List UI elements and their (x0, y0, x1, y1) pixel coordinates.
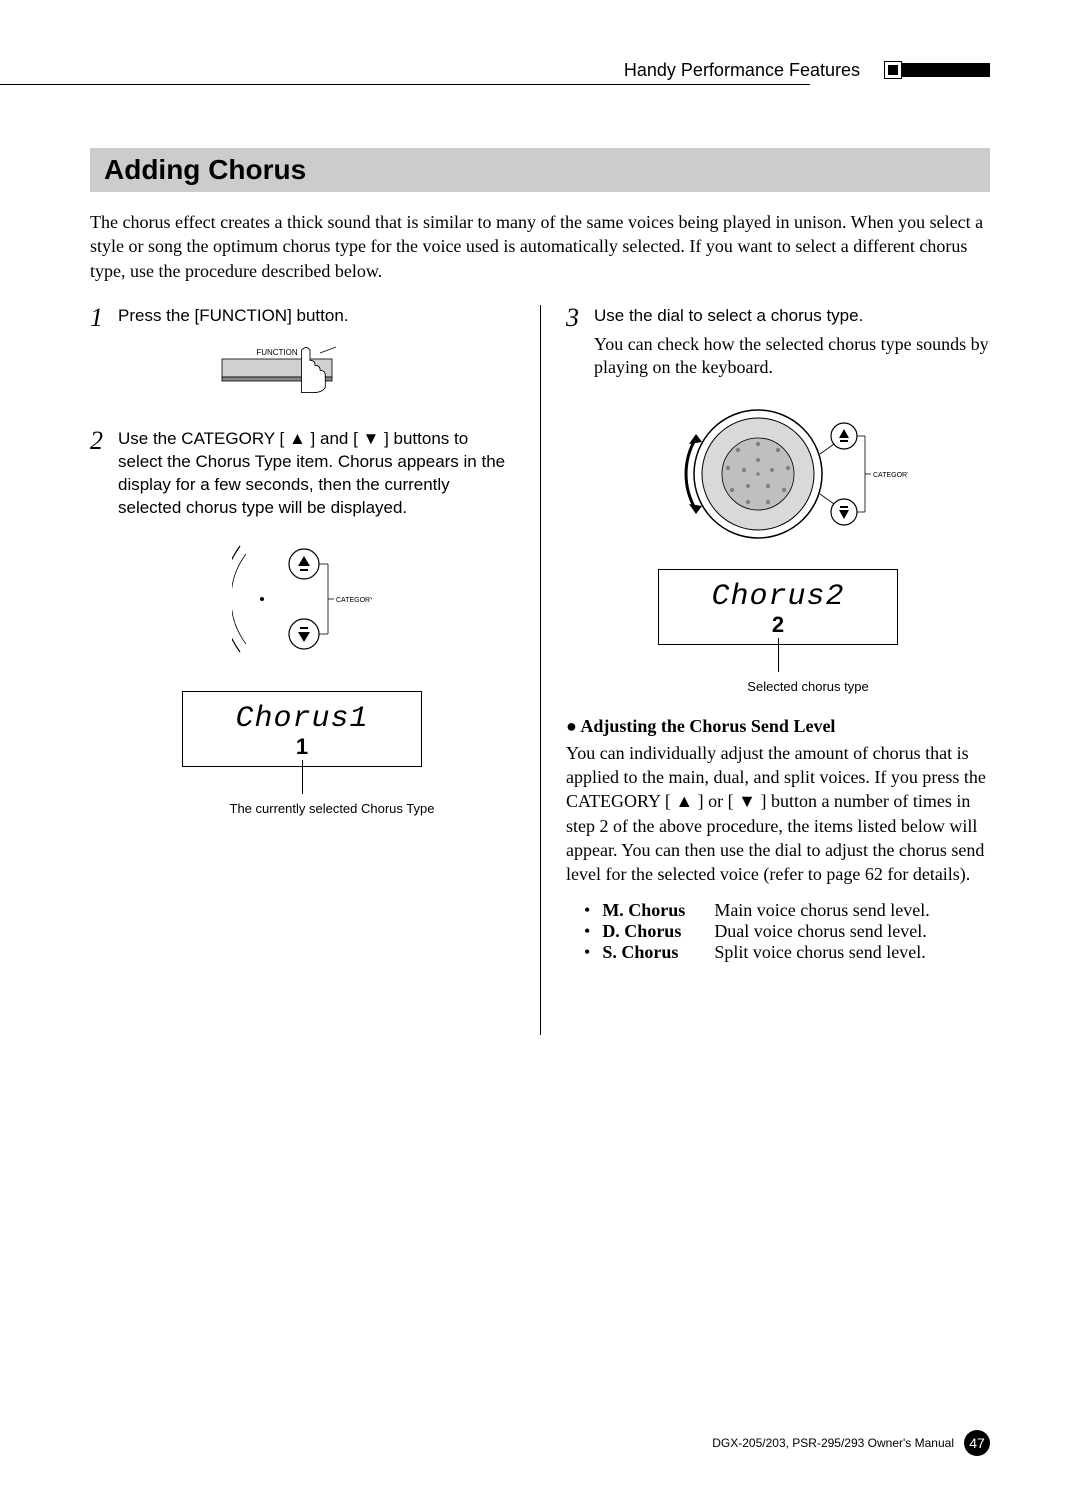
adjust-body: You can individually adjust the amount o… (566, 741, 990, 887)
header-bar (890, 63, 990, 77)
chorus-level-list: • M. Chorus Main voice chorus send level… (584, 900, 990, 963)
lcd-main-text: Chorus1 (203, 702, 401, 736)
lcd-num-text: 1 (203, 734, 401, 760)
step-number: 1 (90, 305, 108, 331)
step-2: 2 Use the CATEGORY [ ▲ ] and [ ▼ ] butto… (90, 428, 514, 818)
lcd1-wrap: Chorus1 1 The currently selected Chorus … (90, 691, 514, 818)
step-text: Press the [FUNCTION] button. (118, 305, 349, 328)
bullet-icon: • (584, 942, 590, 963)
list-item: • D. Chorus Dual voice chorus send level… (584, 921, 990, 942)
intro-paragraph: The chorus effect creates a thick sound … (90, 210, 990, 283)
item-label: D. Chorus (602, 921, 702, 942)
svg-text:CATEGORY: CATEGORY (873, 472, 908, 479)
step-1: 1 Press the [FUNCTION] button. FUNCTION (90, 305, 514, 406)
step-text: Use the dial to select a chorus type. (594, 305, 863, 328)
lcd2-wrap: Chorus2 2 Selected chorus type (566, 569, 990, 696)
bullet-icon: • (584, 921, 590, 942)
footer-model-text: DGX-205/203, PSR-295/293 Owner's Manual (712, 1436, 954, 1450)
category-label: CATEGORY (336, 597, 372, 604)
step-3: 3 Use the dial to select a chorus type. … (566, 305, 990, 696)
columns: 1 Press the [FUNCTION] button. FUNCTION (90, 305, 990, 964)
function-label: FUNCTION (256, 348, 298, 357)
page-header: Handy Performance Features (90, 60, 990, 88)
lcd-num-text: 2 (679, 612, 877, 638)
bullet-icon: • (584, 900, 590, 921)
right-column: 3 Use the dial to select a chorus type. … (540, 305, 990, 964)
list-item: • S. Chorus Split voice chorus send leve… (584, 942, 990, 963)
lcd2-caption: Selected chorus type (747, 679, 868, 694)
lcd-pointer-line (778, 638, 779, 672)
item-label: S. Chorus (602, 942, 702, 963)
lcd1-caption: The currently selected Chorus Type (230, 801, 435, 816)
lcd-main-text: Chorus2 (679, 580, 877, 614)
lcd-display-1: Chorus1 1 (182, 691, 422, 767)
page: Handy Performance Features Adding Chorus… (0, 0, 1080, 1492)
page-number: 47 (964, 1430, 990, 1456)
page-footer: DGX-205/203, PSR-295/293 Owner's Manual … (712, 1430, 990, 1456)
item-label: M. Chorus (602, 900, 702, 921)
left-column: 1 Press the [FUNCTION] button. FUNCTION (90, 305, 540, 964)
adjust-heading: Adjusting the Chorus Send Level (566, 716, 990, 737)
item-desc: Dual voice chorus send level. (714, 921, 926, 942)
list-item: • M. Chorus Main voice chorus send level… (584, 900, 990, 921)
function-button-illustration: FUNCTION (90, 345, 514, 406)
header-marker-icon (884, 61, 902, 79)
item-desc: Main voice chorus send level. (714, 900, 929, 921)
section-title: Adding Chorus (90, 148, 990, 192)
step-text: Use the CATEGORY [ ▲ ] and [ ▼ ] buttons… (118, 428, 514, 520)
lcd-pointer-line (302, 760, 303, 794)
lcd-display-2: Chorus2 2 (658, 569, 898, 645)
column-separator (540, 305, 541, 1035)
header-section-text: Handy Performance Features (624, 60, 860, 81)
dial-illustration: CATEGORY (566, 394, 990, 559)
step-sub-text: You can check how the selected chorus ty… (594, 333, 990, 380)
step-number: 3 (566, 305, 584, 331)
header-rule (0, 84, 810, 85)
category-buttons-illustration: CATEGORY (90, 534, 514, 669)
step-number: 2 (90, 428, 108, 454)
item-desc: Split voice chorus send level. (714, 942, 925, 963)
